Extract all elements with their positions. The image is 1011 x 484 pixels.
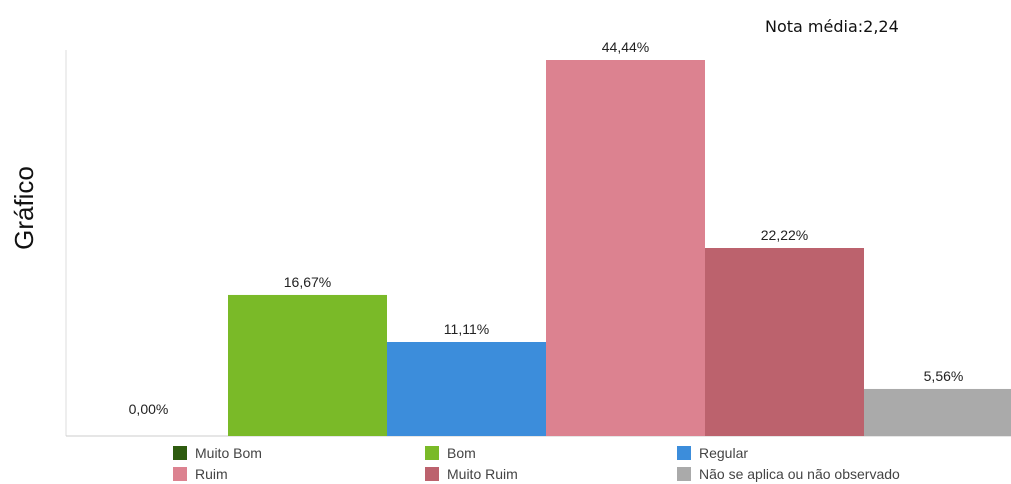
legend-label-4: Ruim	[195, 466, 228, 482]
legend: Muito Bom Bom Regular Ruim Muito Ruim Não se …	[173, 445, 900, 482]
legend-swatch-1	[173, 446, 187, 460]
value-label-1: 0,00%	[129, 401, 169, 417]
legend-swatch-4	[173, 467, 187, 481]
bar-4	[546, 60, 705, 436]
legend-swatch-2	[425, 446, 439, 460]
legend-label-6: Não se aplica ou não observado	[699, 466, 900, 482]
value-label-3: 11,11%	[444, 321, 489, 337]
legend-swatch-3	[677, 446, 691, 460]
value-label-5: 22,22%	[761, 227, 808, 243]
value-label-2: 16,67%	[284, 274, 331, 290]
bar-5	[705, 248, 864, 436]
bars-group	[228, 60, 1011, 436]
value-label-4: 44,44%	[602, 39, 649, 55]
legend-swatch-5	[425, 467, 439, 481]
bar-2	[228, 294, 387, 436]
average-note: Nota média:2,24	[765, 17, 899, 36]
value-label-6: 5,56%	[924, 368, 964, 384]
legend-label-1: Muito Bom	[195, 445, 262, 461]
bar-3	[387, 342, 546, 436]
y-axis-label: Gráfico	[9, 166, 39, 250]
value-labels-group: 0,00% 16,67% 11,11% 44,44% 22,22% 5,56%	[129, 39, 964, 417]
legend-label-3: Regular	[699, 445, 748, 461]
legend-swatch-6	[677, 467, 691, 481]
bar-6	[864, 388, 1011, 436]
legend-label-2: Bom	[447, 445, 476, 461]
legend-label-5: Muito Ruim	[447, 466, 518, 482]
